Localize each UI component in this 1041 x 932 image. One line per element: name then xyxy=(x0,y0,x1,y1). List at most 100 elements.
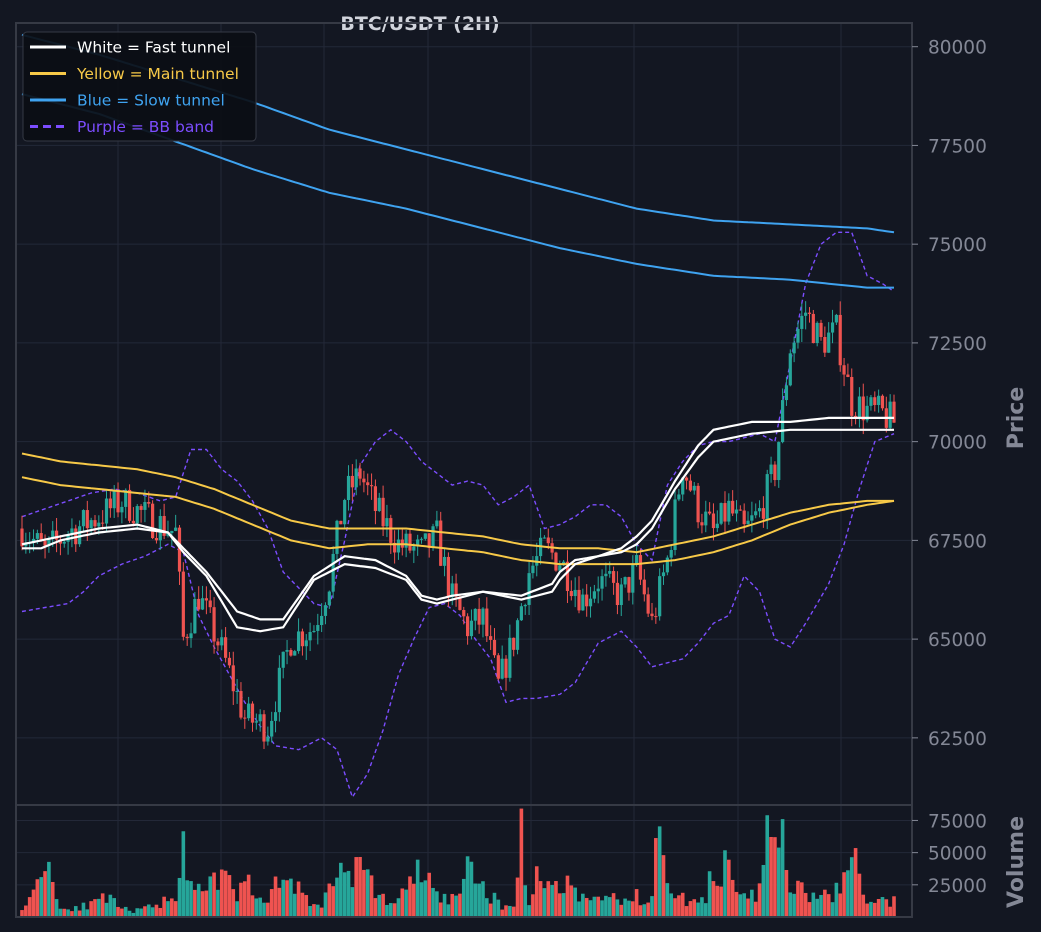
volume-bar xyxy=(865,903,869,917)
volume-bar xyxy=(369,875,374,917)
volume-bar xyxy=(204,890,209,917)
volume-bar xyxy=(876,898,881,917)
candle-body xyxy=(462,609,466,617)
volume-bar xyxy=(892,896,896,917)
volume-bar xyxy=(70,911,74,917)
volume-bar xyxy=(362,869,366,917)
volume-bars xyxy=(20,808,896,917)
candle-body xyxy=(139,506,143,510)
volume-bar xyxy=(373,898,378,917)
volume-bar xyxy=(400,888,405,917)
candle-body xyxy=(496,655,500,679)
candle-body xyxy=(477,608,481,625)
candle-body xyxy=(761,508,765,519)
volume-bar xyxy=(819,894,823,917)
volume-bar xyxy=(31,889,36,917)
volume-bar xyxy=(784,870,789,917)
volume-bar xyxy=(250,895,255,917)
volume-bar xyxy=(496,899,501,917)
volume-bar xyxy=(131,912,136,917)
volume-bar xyxy=(435,891,439,917)
candle-body xyxy=(354,468,358,488)
volume-bar xyxy=(692,899,697,917)
volume-bar xyxy=(66,909,70,917)
volume-bar xyxy=(54,899,59,917)
main-tunnel-lower xyxy=(21,476,895,566)
candle-body xyxy=(527,573,531,605)
volume-bar xyxy=(450,893,455,917)
candle-body xyxy=(708,511,712,514)
volume-bar xyxy=(212,872,216,917)
volume-bar xyxy=(116,906,120,917)
volume-bar xyxy=(427,872,431,917)
candle-body xyxy=(404,533,408,548)
volume-bar xyxy=(788,892,793,917)
candle-body xyxy=(177,527,182,572)
volume-bar xyxy=(727,859,731,917)
candle-body xyxy=(197,598,201,610)
volume-bar xyxy=(561,893,566,917)
volume-bar xyxy=(504,905,508,917)
candle-body xyxy=(124,489,128,507)
volume-bar xyxy=(100,893,105,917)
volume-bar xyxy=(554,881,558,917)
candle-body xyxy=(166,533,170,536)
candle-body xyxy=(131,520,136,524)
volume-bar xyxy=(408,876,412,917)
volume-bar xyxy=(807,902,812,917)
candle-body xyxy=(880,395,885,409)
legend-label: Blue = Slow tunnel xyxy=(77,92,225,110)
volume-bar xyxy=(738,894,743,917)
volume-bar xyxy=(630,901,635,917)
volume-bar xyxy=(185,880,189,917)
volume-bar xyxy=(342,872,347,917)
volume-bar xyxy=(703,903,708,917)
volume-bar xyxy=(135,908,140,917)
candle-body xyxy=(204,598,208,601)
volume-bar xyxy=(680,892,685,917)
volume-bar xyxy=(534,866,539,917)
candle-body xyxy=(765,474,769,519)
candle-body xyxy=(320,615,324,626)
volume-bar xyxy=(200,891,205,917)
price-tick-label: 80000 xyxy=(928,38,987,59)
candle-body xyxy=(416,539,420,547)
candle-body xyxy=(223,637,228,658)
volume-bar xyxy=(27,897,32,917)
candle-body xyxy=(750,515,754,521)
candle-body xyxy=(389,518,393,543)
price-tick-label: 65000 xyxy=(928,630,987,651)
volume-bar xyxy=(108,894,113,917)
price-axis-label: Price xyxy=(1004,387,1029,449)
price-tick-label: 77500 xyxy=(928,136,987,157)
candle-body xyxy=(581,594,585,611)
volume-bar xyxy=(734,891,739,917)
candle-body xyxy=(151,503,155,539)
candle-body xyxy=(888,401,892,428)
volume-bar xyxy=(58,908,63,917)
volume-bar xyxy=(796,880,800,917)
volume-bar xyxy=(246,874,251,917)
volume-bar xyxy=(446,904,451,917)
volume-bar xyxy=(442,893,447,917)
candle-body xyxy=(746,520,750,525)
candle-body xyxy=(154,538,159,541)
candle-body xyxy=(508,637,512,678)
volume-bar xyxy=(423,880,428,917)
volume-bar xyxy=(193,889,197,917)
candle-body xyxy=(469,620,474,637)
candle-body xyxy=(377,497,381,511)
candle-body xyxy=(869,397,873,406)
volume-bar xyxy=(465,856,470,917)
volume-bar xyxy=(723,850,727,917)
candle-body xyxy=(546,537,550,544)
volume-bar xyxy=(569,885,574,917)
candle-body xyxy=(235,691,239,693)
candle-body xyxy=(70,528,74,536)
candle-body xyxy=(308,631,312,641)
candle-body xyxy=(273,712,278,721)
candle-body xyxy=(531,565,535,574)
volume-tick-label: 75000 xyxy=(928,811,987,832)
volume-bar xyxy=(834,882,839,917)
candle-body xyxy=(343,500,347,525)
